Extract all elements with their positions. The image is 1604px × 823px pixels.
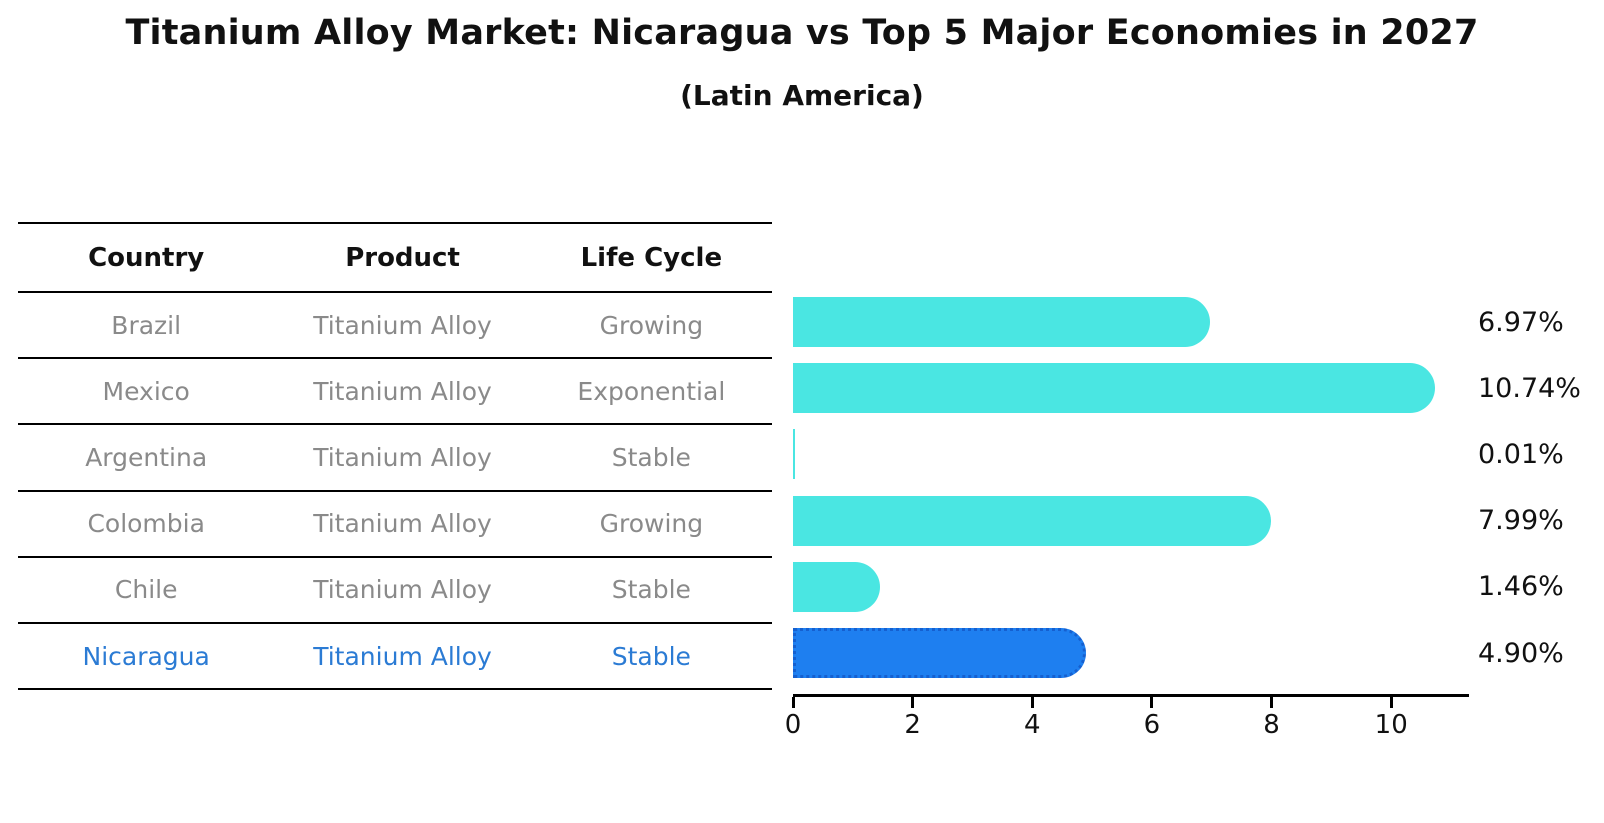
bar-nicaragua [793,627,1087,678]
bar-mexico [793,363,1436,414]
country-cell: Nicaragua [82,641,210,671]
country-cell: Mexico [102,376,190,406]
table-row: Brazil Titanium Alloy Growing [18,293,772,360]
product-cell: Titanium Alloy [313,310,492,340]
table-row: Mexico Titanium Alloy Exponential [18,359,772,426]
x-axis-tick-label: 8 [1263,710,1280,740]
bar-chile [793,561,881,612]
product-cell: Titanium Alloy [313,376,492,406]
page-subtitle: (Latin America) [680,79,924,112]
x-axis-tick-label: 10 [1374,710,1408,740]
x-axis-tick [791,697,795,708]
bar-argentina [793,429,795,480]
page-title: Titanium Alloy Market: Nicaragua vs Top … [125,13,1479,53]
lifecycle-cell: Stable [611,641,691,671]
value-label: 6.97% [1478,306,1564,338]
product-cell: Titanium Alloy [313,509,492,539]
bar-brazil [793,297,1210,347]
lifecycle-cell: Exponential [577,376,726,406]
col-header-lifecycle: Life Cycle [580,242,723,273]
country-cell: Chile [114,575,178,605]
bar-colombia [793,495,1271,546]
x-axis-tick-label: 4 [1024,710,1041,740]
table-row: Colombia Titanium Alloy Growing [18,492,772,558]
country-cell: Brazil [111,310,182,340]
bar-row: 4.90% [793,620,1604,686]
country-cell: Colombia [87,509,205,539]
bar-row: 0.01% [793,421,1604,487]
value-label: 1.46% [1478,571,1564,603]
value-label: 0.01% [1478,438,1564,470]
product-cell: Titanium Alloy [313,575,492,605]
x-axis-tick-label: 0 [784,710,802,740]
table-header-row: Country Product Life Cycle [18,222,772,293]
x-axis-tick [1389,697,1393,708]
table-row: Nicaragua Titanium Alloy Stable [18,624,772,691]
x-axis [793,694,1469,697]
table-body: Brazil Titanium Alloy Growing Mexico Tit… [18,293,772,691]
x-axis-tick [911,697,915,708]
country-cell: Argentina [85,442,208,472]
col-header-product: Product [345,242,460,273]
value-label: 7.99% [1478,505,1564,537]
bar-row: 10.74% [793,355,1604,421]
x-axis-tick [1150,697,1154,708]
value-label: 4.90% [1478,637,1564,669]
lifecycle-cell: Growing [599,509,704,539]
bar-row: 1.46% [793,554,1604,620]
bar-row: 6.97% [793,289,1604,355]
x-axis-tick-label: 6 [1143,710,1161,740]
bar-row: 7.99% [793,488,1604,554]
lifecycle-cell: Growing [599,310,704,340]
lifecycle-cell: Stable [611,442,691,472]
x-axis-tick [1030,697,1034,708]
chart-rows: 6.97% 10.74% 0.01% 7.99% 1.46% 4.90% [793,289,1604,687]
data-table: Country Product Life Cycle Brazil Titani… [18,222,772,691]
x-axis-tick-label: 2 [904,710,921,740]
col-header-country: Country [88,242,205,273]
lifecycle-cell: Stable [611,575,691,605]
product-cell: Titanium Alloy [313,442,492,472]
x-axis-tick [1270,697,1274,708]
product-cell: Titanium Alloy [313,641,492,671]
table-row: Argentina Titanium Alloy Stable [18,425,772,492]
value-label: 10.74% [1478,372,1581,404]
table-row: Chile Titanium Alloy Stable [18,558,772,624]
